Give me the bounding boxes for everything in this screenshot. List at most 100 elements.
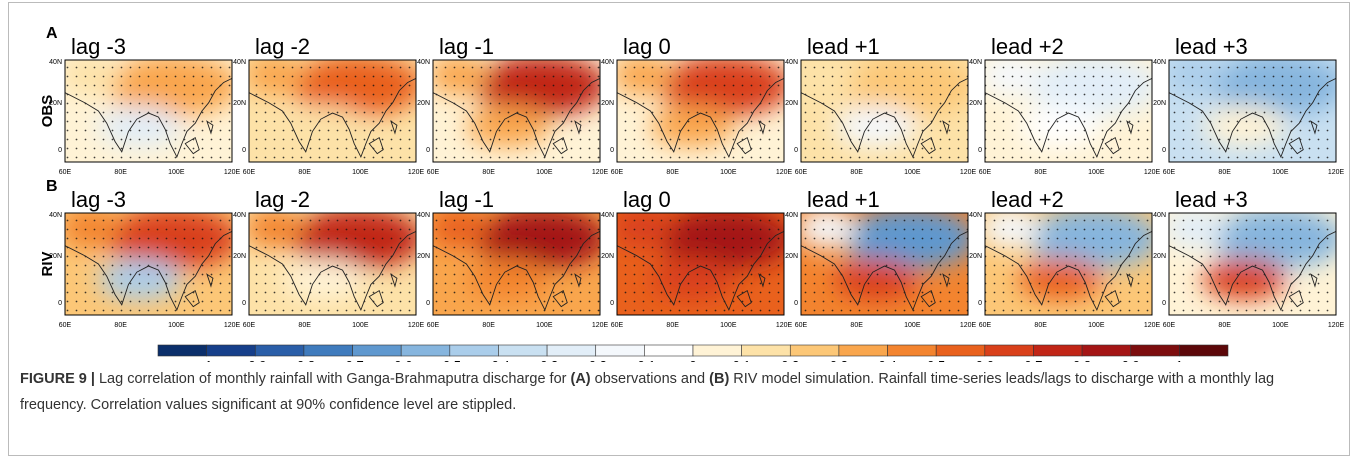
- map: [1169, 60, 1336, 162]
- lon-label: 60E: [979, 322, 992, 329]
- lon-label: 80E: [850, 322, 863, 329]
- lon-label: 100E: [352, 322, 369, 329]
- map-border: [1168, 212, 1337, 316]
- lon-label: 60E: [243, 169, 256, 176]
- map-border: [984, 59, 1153, 163]
- lat-label: 0: [242, 300, 246, 307]
- lon-label: 80E: [482, 322, 495, 329]
- lat-label: 0: [1162, 300, 1166, 307]
- lat-label: 20N: [785, 100, 798, 107]
- lat-label: 0: [426, 147, 430, 154]
- colorbar-box: [644, 344, 694, 357]
- lat-label: 40N: [233, 59, 246, 66]
- lon-label: 120E: [960, 322, 977, 329]
- lon-label: 100E: [720, 169, 737, 176]
- stippling: [433, 213, 600, 315]
- lat-label: 40N: [969, 59, 982, 66]
- lon-label: 120E: [960, 169, 977, 176]
- map: [801, 60, 968, 162]
- coastline: [1169, 230, 1336, 312]
- lon-label: 100E: [536, 169, 553, 176]
- panel-title: lag 0: [623, 34, 671, 59]
- lat-label: 40N: [1153, 59, 1166, 66]
- stippling: [1169, 60, 1336, 162]
- lon-label: 80E: [666, 322, 679, 329]
- row-label: RIV: [39, 251, 56, 276]
- colorbar-box: [692, 344, 742, 357]
- map-border: [64, 59, 233, 163]
- colorbar-box: [1033, 344, 1083, 357]
- colorbar-label: -1: [201, 358, 213, 362]
- colorbar-box: [984, 344, 1034, 357]
- colorbar-box: [741, 344, 791, 357]
- lon-label: 120E: [776, 169, 793, 176]
- map-border: [1168, 59, 1337, 163]
- colorbar-label: 0.3: [830, 358, 848, 362]
- lon-label: 80E: [1218, 322, 1231, 329]
- colorbar-label: -0.1: [633, 358, 655, 362]
- caption: FIGURE 9 | Lag correlation of monthly ra…: [20, 366, 1338, 418]
- coastline: [801, 77, 968, 159]
- lon-label: 120E: [224, 322, 241, 329]
- lon-label: 120E: [408, 322, 425, 329]
- lat-label: 40N: [49, 59, 62, 66]
- colorbar-box: [206, 344, 256, 357]
- caption-text: Lag correlation of monthly rainfall with…: [94, 371, 571, 387]
- colorbar-box: [254, 344, 305, 357]
- caption-label: FIGURE 9 |: [20, 371, 95, 387]
- stippling: [801, 60, 968, 162]
- colorbar-label: 0.4: [879, 358, 897, 362]
- lat-label: 40N: [785, 212, 798, 219]
- colorbar-label: 0.1: [733, 358, 751, 362]
- panel-title: lead +1: [807, 187, 880, 212]
- map: [801, 213, 968, 315]
- map-border: [432, 59, 601, 163]
- colorbar-label: -0.8: [293, 358, 315, 362]
- lon-label: 80E: [850, 169, 863, 176]
- stippling: [1169, 213, 1336, 315]
- coastline: [65, 77, 232, 159]
- lon-label: 100E: [1272, 169, 1289, 176]
- map: [617, 213, 784, 315]
- lon-label: 120E: [592, 169, 609, 176]
- lon-label: 100E: [1088, 322, 1105, 329]
- lat-label: 0: [978, 147, 982, 154]
- lat-label: 40N: [601, 212, 614, 219]
- lon-label: 120E: [1144, 169, 1161, 176]
- coastline: [801, 230, 968, 312]
- stippling: [65, 60, 232, 162]
- lat-label: 40N: [601, 59, 614, 66]
- map-border: [616, 59, 785, 163]
- map-border: [248, 59, 417, 163]
- lon-label: 100E: [536, 322, 553, 329]
- coastline: [617, 230, 784, 312]
- colorbar-box: [498, 344, 548, 357]
- map-border: [248, 212, 417, 316]
- colorbar-box: [935, 344, 986, 357]
- lat-label: 20N: [1153, 253, 1166, 260]
- colorbar-box: [449, 344, 499, 357]
- lon-label: 60E: [59, 169, 72, 176]
- colorbar-box: [1179, 344, 1229, 357]
- lat-label: 20N: [969, 100, 982, 107]
- stippling: [249, 60, 416, 162]
- colorbar-box: [157, 344, 207, 357]
- lon-label: 80E: [114, 169, 127, 176]
- stippling: [433, 60, 600, 162]
- colorbar-label: 1: [1176, 358, 1183, 362]
- coastline: [65, 230, 232, 312]
- lat-label: 20N: [969, 253, 982, 260]
- lat-label: 20N: [233, 100, 246, 107]
- coastline: [1104, 273, 1134, 308]
- lon-label: 80E: [298, 322, 311, 329]
- lat-label: 40N: [785, 59, 798, 66]
- colorbar-label: -0.9: [244, 358, 266, 362]
- lat-label: 0: [1162, 147, 1166, 154]
- panel-title: lead +1: [807, 34, 880, 59]
- lat-label: 20N: [1153, 100, 1166, 107]
- caption-text: RIV model simulation. Rainfall time-seri…: [20, 371, 1275, 413]
- coastline: [433, 77, 600, 159]
- coastline: [1104, 120, 1134, 155]
- map: [433, 60, 600, 162]
- lat-label: 20N: [417, 100, 430, 107]
